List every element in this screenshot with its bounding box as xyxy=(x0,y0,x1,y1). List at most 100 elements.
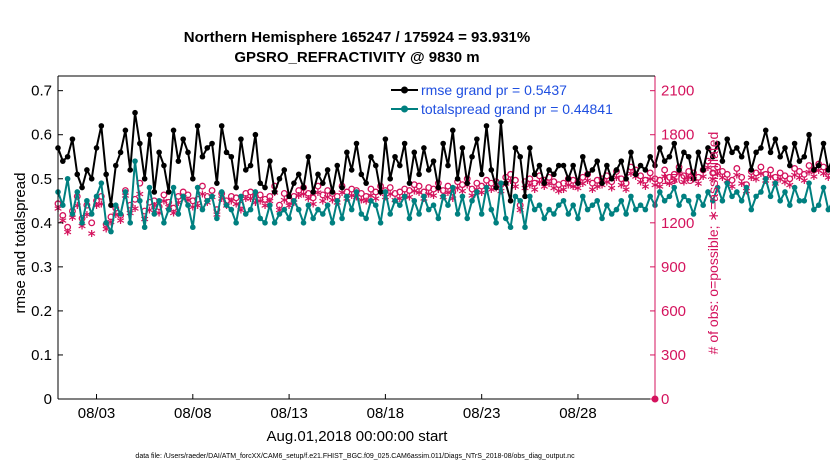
obs-possible-point xyxy=(728,176,736,184)
rmse-point xyxy=(334,162,341,169)
obs-assimilated-point: * xyxy=(743,184,751,202)
rmse-point xyxy=(604,162,610,169)
totalspread-point xyxy=(618,197,625,204)
rmse-point xyxy=(493,184,499,191)
totalspread-point xyxy=(358,211,365,217)
rmse-point xyxy=(132,109,138,116)
rmse-point xyxy=(705,145,711,151)
obs-assimilated-point: * xyxy=(112,208,120,226)
obs-possible-point xyxy=(680,172,688,180)
y-left-tick-label: 0.1 xyxy=(31,347,52,364)
totalspread-point xyxy=(454,211,461,217)
obs-assimilated-point: * xyxy=(574,182,582,200)
obs-possible-point xyxy=(786,175,794,183)
totalspread-point xyxy=(185,202,191,208)
obs-assimilated-point: * xyxy=(675,167,683,185)
rmse-point xyxy=(584,171,591,178)
obs-assimilated-point: * xyxy=(410,184,418,202)
totalspread-point xyxy=(84,197,90,204)
rmse-point xyxy=(204,145,211,151)
obs-assimilated-point: * xyxy=(685,171,693,189)
obs-assimilated-point: * xyxy=(637,176,645,194)
obs-assimilated-point: * xyxy=(261,199,269,217)
totalspread-point xyxy=(180,193,186,200)
rmse-point xyxy=(767,149,774,156)
obs-assimilated-point: * xyxy=(396,192,404,210)
rmse-point xyxy=(93,145,100,151)
obs-assimilated-point: * xyxy=(690,173,698,191)
rmse-point xyxy=(430,158,437,164)
obs-assimilated-point: * xyxy=(584,174,592,192)
rmse-point xyxy=(377,189,384,195)
totalspread-point xyxy=(782,189,788,195)
rmse-point xyxy=(339,184,345,191)
obs-assimilated-point: * xyxy=(425,187,433,205)
obs-assimilated-point: * xyxy=(93,199,101,217)
right-axis-zero-marker xyxy=(651,395,659,403)
obs-possible-point xyxy=(800,170,808,178)
obs-assimilated-point: * xyxy=(757,167,765,185)
obs-assimilated-point: * xyxy=(458,184,466,202)
totalspread-point xyxy=(271,220,278,226)
totalspread-point xyxy=(445,202,451,208)
obs-assimilated-point: * xyxy=(232,198,240,216)
rmse-point xyxy=(454,175,461,182)
obs-assimilated-point: * xyxy=(223,199,231,217)
totalspread-point xyxy=(175,211,182,217)
obs-assimilated-point: * xyxy=(699,170,707,188)
totalspread-point xyxy=(705,189,711,195)
obs-assimilated-point: * xyxy=(560,183,568,201)
obs-assimilated-point: * xyxy=(632,170,640,188)
obs-assimilated-point: * xyxy=(314,186,322,204)
obs-assimilated-point: * xyxy=(613,171,621,189)
totalspread-point xyxy=(758,189,764,195)
obs-assimilated-point: * xyxy=(545,177,553,195)
obs-assimilated-point: * xyxy=(786,179,794,197)
rmse-point xyxy=(401,140,408,147)
rmse-point xyxy=(762,127,769,134)
rmse-point xyxy=(315,171,321,178)
chart-subtitle: GPSRO_REFRACTIVITY @ 9830 m xyxy=(234,49,479,66)
rmse-point xyxy=(368,153,374,160)
obs-possible-point xyxy=(709,169,717,177)
obs-assimilated-point: * xyxy=(131,202,139,220)
totalspread-point xyxy=(608,211,615,217)
rmse-point xyxy=(512,145,519,151)
obs-assimilated-point: * xyxy=(353,190,361,208)
obs-assimilated-point: * xyxy=(718,171,726,189)
rmse-point xyxy=(536,162,543,169)
obs-assimilated-point: * xyxy=(420,192,428,210)
rmse-point xyxy=(618,158,625,164)
x-axis-label: Aug.01,2018 00:00:00 start xyxy=(267,428,449,445)
obs-assimilated-point: * xyxy=(762,174,770,192)
totalspread-point xyxy=(242,211,249,217)
rmse-point xyxy=(112,162,119,169)
rmse-point xyxy=(565,175,572,182)
obs-assimilated-point: * xyxy=(102,223,110,241)
totalspread-point xyxy=(382,189,389,195)
totalspread-point xyxy=(310,215,316,222)
rmse-point xyxy=(811,167,817,173)
totalspread-point xyxy=(498,180,504,186)
totalspread-point xyxy=(64,175,71,182)
obs-assimilated-point: * xyxy=(242,192,250,210)
rmse-point xyxy=(642,167,649,173)
rmse-point xyxy=(79,184,85,191)
totalspread-point xyxy=(527,193,533,200)
obs-possible-point xyxy=(670,170,678,178)
rmse-point xyxy=(117,149,124,156)
totalspread-point xyxy=(512,193,519,200)
legend-rmse-label: rmse grand pr = 0.5437 xyxy=(421,82,567,98)
obs-assimilated-point: * xyxy=(526,179,534,197)
rmse-point xyxy=(267,158,273,164)
obs-assimilated-point: * xyxy=(309,198,317,216)
obs-assimilated-point: * xyxy=(88,227,96,245)
rmse-point xyxy=(531,171,538,178)
rmse-point xyxy=(632,171,639,178)
rmse-point xyxy=(570,162,576,169)
rmse-point xyxy=(310,189,316,195)
totalspread-point xyxy=(748,206,755,213)
obs-assimilated-point: * xyxy=(569,180,577,198)
totalspread-point xyxy=(546,206,552,213)
totalspread-point xyxy=(204,197,211,204)
